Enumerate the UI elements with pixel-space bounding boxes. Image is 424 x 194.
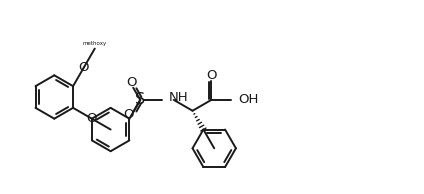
Text: O: O — [126, 76, 137, 89]
Text: O: O — [86, 112, 97, 125]
Text: methoxy: methoxy — [83, 41, 107, 46]
Text: NH: NH — [169, 91, 188, 104]
Text: S: S — [135, 92, 145, 107]
Text: O: O — [79, 61, 89, 74]
Text: OH: OH — [239, 93, 259, 106]
Text: O: O — [123, 108, 134, 121]
Text: O: O — [206, 69, 217, 82]
